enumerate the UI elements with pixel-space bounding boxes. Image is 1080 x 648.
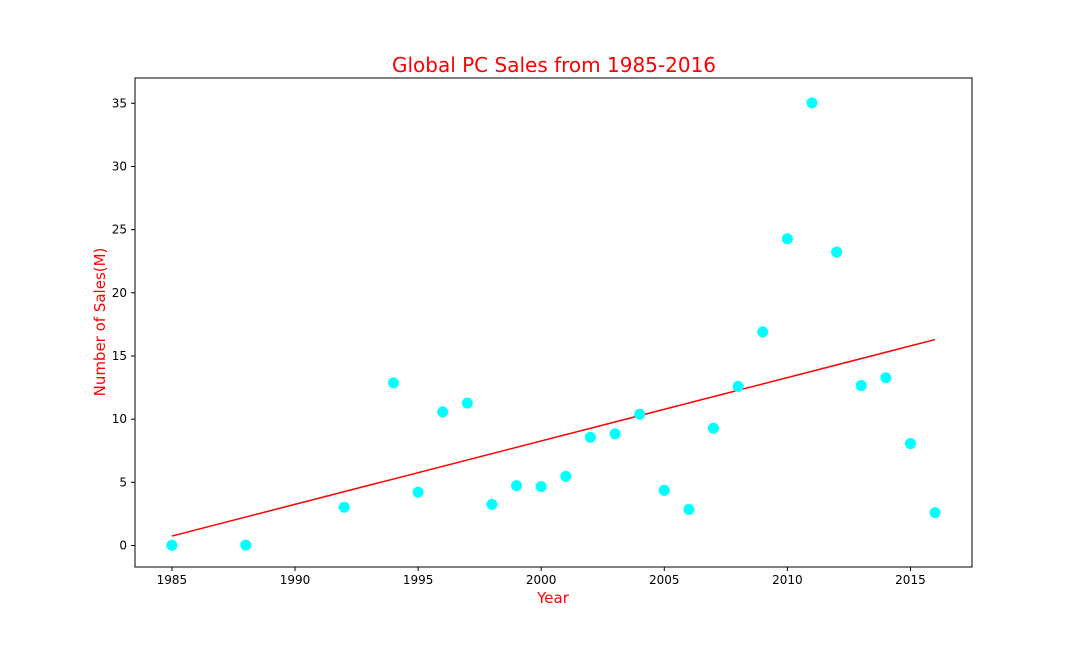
y-tick-label: 15 [112, 349, 127, 363]
scatter-point [831, 246, 843, 258]
trend-line [171, 338, 936, 537]
scatter-point [560, 470, 572, 482]
x-axis-title: Year [536, 589, 570, 607]
scatter-point [412, 486, 424, 498]
scatter-point [461, 397, 473, 409]
x-tick-label: 1995 [403, 573, 434, 587]
plot-area: 1985 1990 1995 2000 2005 2010 2015 0 5 10 15 20 25 30… [112, 96, 941, 587]
y-tick-label: 0 [119, 539, 127, 553]
scatter-point [781, 233, 793, 245]
scatter-point [929, 507, 941, 519]
y-tick-label: 35 [112, 96, 127, 110]
scatter-point [904, 438, 916, 450]
scatter-point [880, 372, 892, 384]
x-tick-label: 2005 [649, 573, 680, 587]
scatter-point [486, 498, 498, 510]
x-tick-label: 1990 [280, 573, 311, 587]
scatter-point [658, 484, 670, 496]
scatter-point [757, 326, 769, 338]
plot-frame [134, 77, 973, 568]
y-tick-label: 30 [112, 159, 127, 173]
scatter-point [806, 97, 818, 109]
x-tick-label: 2000 [526, 573, 557, 587]
y-axis-title: Number of Sales(M) [91, 248, 109, 397]
scatter-point [609, 428, 621, 440]
scatter-point [535, 481, 547, 493]
y-tick-label: 20 [112, 286, 127, 300]
scatter-point [166, 539, 178, 551]
scatter-point [387, 377, 399, 389]
y-tick-label: 5 [119, 475, 127, 489]
scatter-point [855, 380, 867, 392]
x-tick-label: 2010 [772, 573, 803, 587]
chart-title: Global PC Sales from 1985-2016 [392, 53, 716, 77]
x-tick-label: 2015 [895, 573, 926, 587]
y-tick-label: 25 [112, 223, 127, 237]
scatter-point [683, 504, 695, 516]
y-tick-label: 10 [112, 412, 127, 426]
x-tick-label: 1985 [157, 573, 188, 587]
scatter-point [584, 431, 596, 443]
scatter-point [240, 539, 252, 551]
scatter-point [437, 406, 449, 418]
scatter-point [732, 380, 744, 392]
scatter-point [511, 480, 523, 492]
scatter-point [708, 422, 720, 434]
scatter-point [634, 408, 646, 420]
scatter-point [338, 501, 350, 513]
